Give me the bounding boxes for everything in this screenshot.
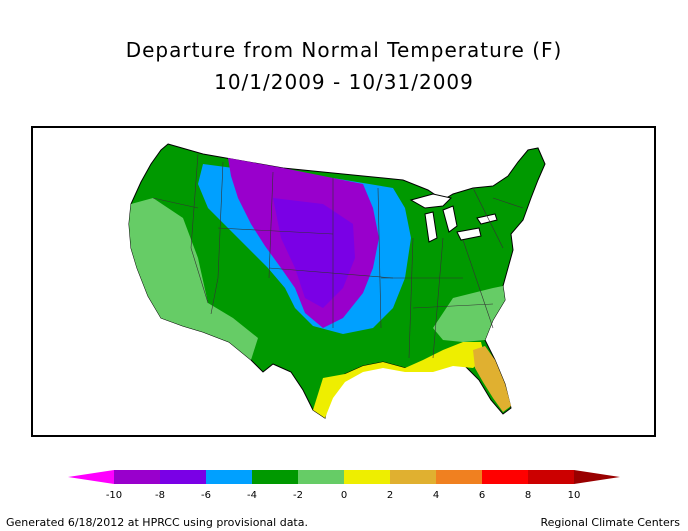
legend-below-arrow xyxy=(68,470,114,484)
legend-tick-label: 2 xyxy=(387,490,393,501)
legend-bin xyxy=(390,470,436,484)
legend-tick-label: 8 xyxy=(525,490,531,501)
legend-tick-label: -2 xyxy=(293,490,303,501)
map-frame xyxy=(31,126,656,437)
color-legend: -10 -8 -6 -4 -2 0 2 4 6 8 10 xyxy=(68,470,620,501)
region-yellow-gulf xyxy=(313,342,485,418)
region-light-green-southeast xyxy=(433,286,505,342)
temperature-departure-map xyxy=(128,143,546,419)
map-period: 10/1/2009 - 10/31/2009 xyxy=(214,70,474,94)
region-violet-center xyxy=(273,198,355,308)
legend-above-arrow xyxy=(574,470,620,484)
legend-bin xyxy=(206,470,252,484)
state-boundaries xyxy=(152,153,524,359)
legend-tick-label: -6 xyxy=(201,490,211,501)
legend-tick-label: 0 xyxy=(341,490,347,501)
legend-tick-label: -4 xyxy=(247,490,257,501)
legend-bin xyxy=(344,470,390,484)
region-orange-florida xyxy=(473,346,511,412)
legend-bin xyxy=(298,470,344,484)
great-lakes xyxy=(409,193,498,243)
legend-bin xyxy=(252,470,298,484)
region-light-green-west xyxy=(129,198,258,360)
legend-tick-label: 6 xyxy=(479,490,485,501)
legend-bin xyxy=(114,470,160,484)
map-title: Departure from Normal Temperature (F) xyxy=(125,38,563,62)
legend-bin xyxy=(160,470,206,484)
footer-generated-note: Generated 6/18/2012 at HPRCC using provi… xyxy=(6,516,308,529)
legend-bin xyxy=(482,470,528,484)
legend-bin xyxy=(436,470,482,484)
legend-tick-label: 4 xyxy=(433,490,439,501)
footer-credit: Regional Climate Centers xyxy=(540,516,680,529)
legend-tick-label: -10 xyxy=(106,490,122,501)
legend-bin xyxy=(528,470,574,484)
legend-tick-label: 10 xyxy=(568,490,581,501)
legend-tick-label: -8 xyxy=(155,490,165,501)
